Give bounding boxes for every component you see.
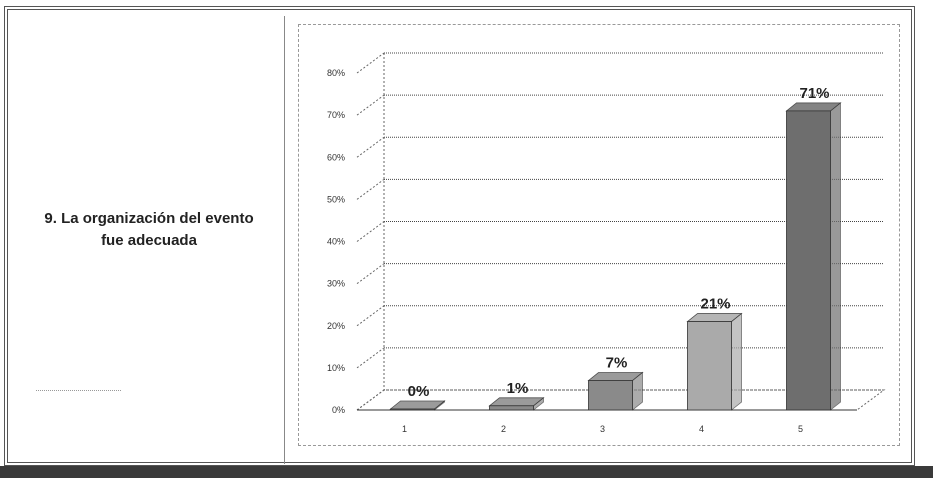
bar (588, 380, 633, 411)
x-tick-label: 1 (402, 424, 407, 434)
gridline-side (356, 178, 385, 200)
bar (390, 408, 435, 411)
y-tick-label: 80% (327, 68, 345, 78)
data-label: 71% (799, 85, 829, 102)
question-text: 9. La organización del evento fue adecua… (18, 208, 280, 252)
x-tick-label: 3 (600, 424, 605, 434)
bar-side (830, 102, 841, 411)
data-label: 7% (606, 355, 628, 372)
chart-area: 0% 10% 20% 30% 40% 50% 60% 70% 80% 0% 1 1% 2 7% 3 21% 4 7… (298, 24, 900, 446)
y-tick-label: 50% (327, 194, 345, 204)
gridline-side (356, 263, 385, 285)
gridline-side (356, 94, 385, 116)
data-label: 1% (507, 380, 529, 397)
bar-side (731, 312, 742, 411)
table-frame: 9. La organización del evento fue adecua… (4, 6, 915, 466)
bar (786, 110, 831, 411)
bar (687, 321, 732, 411)
x-tick-label: 5 (798, 424, 803, 434)
y-tick-label: 20% (327, 321, 345, 331)
question-line-1: 9. La organización del evento (44, 210, 254, 227)
gridline-side (356, 221, 385, 242)
dotted-divider (36, 390, 121, 391)
y-tick-label: 10% (327, 363, 345, 373)
bottom-band (0, 466, 933, 478)
question-line-2: fue adecuada (101, 232, 197, 249)
y-tick-label: 70% (327, 110, 345, 120)
y-tick-label: 0% (332, 405, 345, 415)
data-label: 0% (408, 383, 430, 400)
y-tick-label: 40% (327, 237, 345, 247)
bar-chart: 0% 10% 20% 30% 40% 50% 60% 70% 80% 0% 1 1% 2 7% 3 21% 4 7… (327, 52, 886, 434)
gridline-side (356, 52, 385, 74)
gridline-side (356, 305, 385, 327)
x-tick-label: 2 (501, 424, 506, 434)
gridline-side (356, 347, 385, 369)
data-label: 21% (700, 296, 730, 313)
x-tick-label: 4 (699, 424, 704, 434)
gridline-side (356, 136, 385, 158)
question-cell: 9. La organización del evento fue adecua… (14, 16, 285, 464)
y-tick-label: 60% (327, 152, 345, 162)
bar (489, 405, 534, 411)
y-tick-label: 30% (327, 279, 345, 289)
